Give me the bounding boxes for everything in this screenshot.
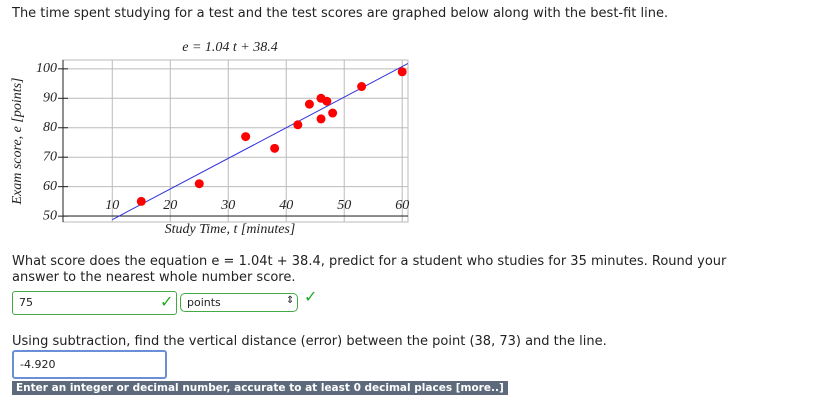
data-point: [293, 120, 303, 130]
x-tick-label: 60: [395, 198, 409, 213]
data-point: [194, 179, 204, 189]
data-point: [328, 108, 338, 118]
data-point: [241, 132, 251, 142]
data-point: [270, 143, 280, 153]
y-tick-label: 100: [36, 61, 57, 76]
data-point: [304, 99, 314, 109]
data-point: [136, 196, 146, 206]
data-point: [322, 96, 332, 106]
x-axis-label: Study Time, t [minutes]: [165, 222, 296, 237]
data-point: [397, 67, 407, 77]
y-tick-label: 60: [43, 179, 57, 194]
answer-input[interactable]: 75: [12, 291, 177, 315]
y-tick-label: 90: [43, 91, 57, 106]
header: The time spent studying for a test and t…: [12, 6, 669, 21]
x-tick-label: 10: [105, 198, 119, 213]
x-tick-label: 50: [337, 198, 351, 213]
x-tick-label: 30: [220, 198, 235, 213]
chart-title: e = 1.04 t + 38.4: [182, 40, 278, 55]
question: Using subtraction, find the vertical dis…: [12, 334, 607, 349]
hint-bar: Enter an integer or decimal number, accu…: [12, 381, 508, 395]
chart: 10 20 30 40 50 60 50 60 70 80 90 100 e = 1.04 t + 38…: [10, 40, 409, 237]
check-icon: ✓: [304, 287, 318, 306]
y-tick-label: 80: [43, 120, 57, 135]
unit-select[interactable]: points: [180, 293, 298, 312]
question: What score does the equation e = 1.04t +…: [12, 254, 727, 285]
data-point: [316, 114, 326, 124]
y-tick-label: 70: [43, 149, 57, 164]
check-icon: ✓: [160, 292, 174, 311]
x-tick-label: 40: [279, 198, 293, 213]
x-tick-label: 20: [163, 198, 177, 213]
y-tick-label: 50: [43, 208, 57, 223]
select-arrow: ⇕: [286, 295, 295, 306]
y-axis-label: Exam score, e [points]: [10, 77, 25, 205]
answer-input[interactable]: -4.920: [12, 350, 167, 379]
data-point: [357, 82, 367, 92]
